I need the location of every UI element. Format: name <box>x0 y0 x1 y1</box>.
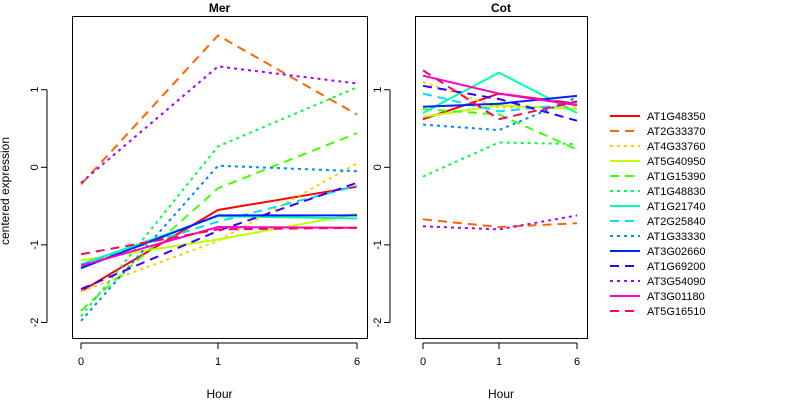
legend-label: AT3G54090 <box>647 276 706 288</box>
legend-label: AT2G25840 <box>647 216 706 228</box>
series-line-at2g33370 <box>80 34 358 186</box>
legend-label: AT4G33760 <box>647 141 706 153</box>
series-line-at1g33330 <box>80 164 358 322</box>
legend-item: AT1G15390 <box>610 171 706 183</box>
series-line-at1g48350 <box>80 185 358 293</box>
y-tick-label: 0 <box>29 164 41 170</box>
x-tick-label: 6 <box>354 356 360 368</box>
plot-frame <box>415 16 588 339</box>
series-line-at3g01180 <box>422 74 578 107</box>
x-tick-label: 6 <box>574 356 580 368</box>
series-line-at1g69200 <box>80 181 358 291</box>
y-tick-label: -2 <box>29 318 41 328</box>
legend-label: AT3G01180 <box>647 291 705 303</box>
legend-label: AT5G16510 <box>647 306 706 318</box>
y-tick-label: 1 <box>372 87 384 93</box>
legend-item: AT3G02660 <box>610 246 706 258</box>
legend-label: AT1G15390 <box>647 171 706 183</box>
x-tick-label: 1 <box>215 356 221 368</box>
series-line-at3g01180 <box>80 225 358 267</box>
series-line-at1g48830 <box>80 86 358 317</box>
legend-item: AT4G33760 <box>610 141 706 153</box>
series-line-at3g54090 <box>80 65 358 184</box>
legend-label: AT3G02660 <box>647 246 706 258</box>
legend-label: AT1G48350 <box>647 111 706 123</box>
panel-title: Cot <box>491 1 511 15</box>
y-tick-label: 1 <box>29 87 41 93</box>
legend-item: AT2G33370 <box>610 126 706 138</box>
legend-item: AT3G01180 <box>610 291 705 303</box>
panel-title: Mer <box>209 1 231 15</box>
plot-frame <box>72 16 368 339</box>
series-line-at3g02660 <box>80 214 357 270</box>
panel-cot: Cot -2 -1 0 1 0 1 6 Hour <box>372 1 588 401</box>
legend-label: AT1G69200 <box>647 261 706 273</box>
legend-item: AT5G16510 <box>610 306 706 318</box>
series-line-at1g21740 <box>422 71 578 114</box>
legend: AT1G48350 AT2G33370 AT4G33760 AT5G40950 AT1G… <box>610 111 706 318</box>
legend-label: AT1G48830 <box>647 186 706 198</box>
x-axis-title: Hour <box>488 387 514 400</box>
y-tick-label: -1 <box>372 240 384 250</box>
series-line-at1g48830 <box>422 141 578 178</box>
legend-label: AT1G33330 <box>647 231 706 243</box>
x-tick-label: 0 <box>78 356 84 368</box>
panel-mer: Mer -2 -1 0 1 0 1 6 Hour <box>29 1 368 401</box>
series-line-at1g69200 <box>422 84 578 122</box>
series-line-at5g16510 <box>422 69 578 121</box>
y-tick-label: -1 <box>29 240 41 250</box>
series-line-at4g33760 <box>80 162 358 293</box>
legend-item: AT2G25840 <box>610 216 706 228</box>
legend-item: AT1G48830 <box>610 186 706 198</box>
legend-label: AT2G33370 <box>647 126 706 138</box>
y-tick-label: -2 <box>372 318 384 328</box>
legend-item: AT5G40950 <box>610 156 706 168</box>
legend-item: AT1G69200 <box>610 261 706 273</box>
series-line-at3g54090 <box>422 214 578 231</box>
legend-item: AT1G48350 <box>610 111 706 123</box>
legend-item: AT1G33330 <box>610 231 706 243</box>
legend-item: AT3G54090 <box>610 276 706 288</box>
x-axis-title: Hour <box>206 387 232 400</box>
series-line-at2g33370 <box>422 218 578 229</box>
x-tick-label: 1 <box>496 356 502 368</box>
legend-item: AT1G21740 <box>610 201 706 213</box>
series-line-at2g25840 <box>422 92 578 113</box>
series-line-at3g02660 <box>422 94 578 108</box>
legend-label: AT5G40950 <box>647 156 706 168</box>
y-tick-label: 0 <box>372 164 384 170</box>
legend-label: AT1G21740 <box>647 201 706 213</box>
plot-layer: Mer -2 -1 0 1 0 1 6 Hour Cot -2 -1 0 1 0 1 6 Hour <box>29 1 588 401</box>
series-line-at1g15390 <box>422 108 578 151</box>
series-line-at5g16510 <box>80 226 358 256</box>
y-axis-title: centered expression <box>0 137 12 245</box>
x-tick-label: 0 <box>420 356 426 368</box>
series-group <box>80 34 358 322</box>
series-group <box>422 69 578 231</box>
